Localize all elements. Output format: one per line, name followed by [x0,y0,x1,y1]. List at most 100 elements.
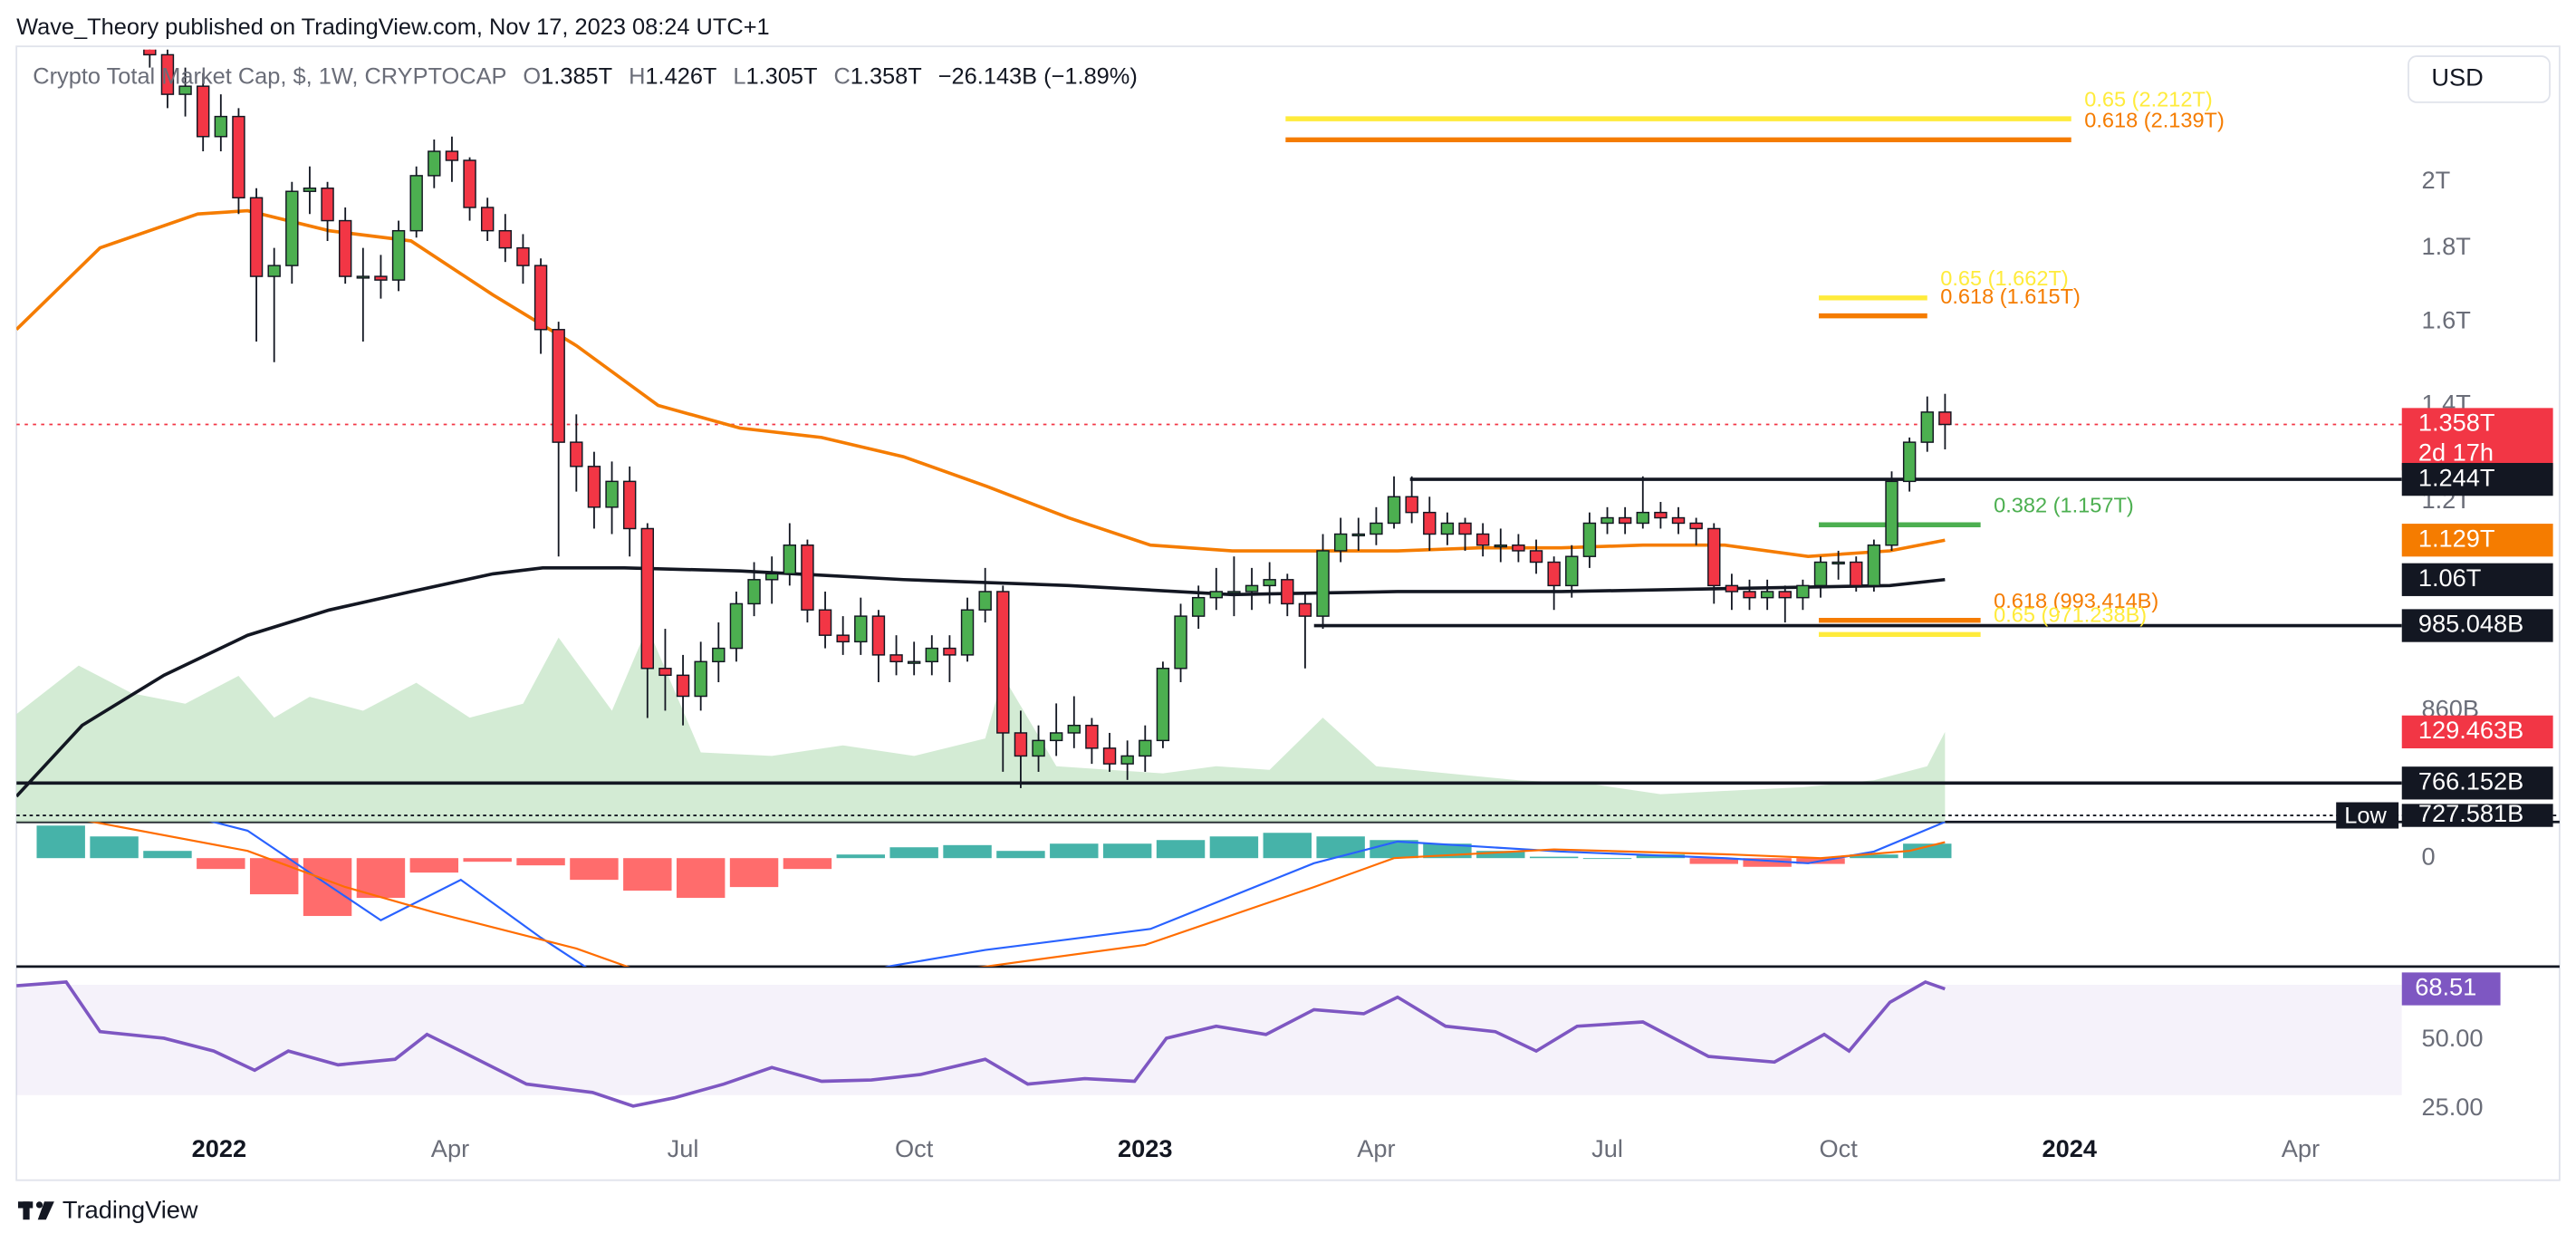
candle-body [996,591,1010,734]
macd-histogram-bar [1850,854,1898,859]
fib-label: 0.618 (2.139T) [2084,109,2225,132]
rsi-tick-label: 25.00 [2422,1093,2484,1121]
macd-histogram-bar [1903,843,1952,859]
macd-histogram-bar [943,844,992,859]
x-tick-label: 2023 [1118,1134,1172,1162]
x-tick-label: Oct [895,1134,934,1162]
low-tag: Low [2344,804,2387,829]
legend: Crypto Total Market Cap, $, 1W, CRYPTOCA… [33,63,1138,89]
candle-body [1867,544,1881,587]
candle-body [214,115,228,138]
candle-body [480,207,495,232]
macd-histogram-bar [1529,856,1579,859]
candle-body [1831,561,1845,565]
macd-histogram-bar [676,858,726,899]
candle-body [356,275,370,279]
x-tick-label: 2022 [192,1134,246,1162]
fib-label: 0.382 (1.157T) [1994,494,2134,517]
x-tick-label: Oct [1819,1134,1858,1162]
candle-body [267,265,281,277]
candle-body [658,668,672,677]
candle-body [570,441,583,467]
candle-body [854,615,868,643]
candle-body [1102,747,1117,765]
price-pane [16,49,2402,823]
rsi-tick-label: 50.00 [2422,1024,2484,1052]
candle-body [1512,544,1525,552]
y-tick-label: 1.6T [2422,305,2471,333]
price-label: 1.129T [2418,524,2495,552]
x-tick-label: Jul [1591,1134,1623,1162]
price-label: 1.358T [2418,409,2495,437]
macd-histogram-bar [783,858,832,870]
currency[interactable]: USD [2431,63,2483,92]
candle-body [463,159,476,208]
macd-histogram-bar [1476,851,1525,859]
candle-body [428,150,441,177]
candle-body [1333,533,1348,552]
symbol-title: Crypto Total Market Cap, $, 1W, CRYPTOCA… [33,63,506,89]
candle-body [143,49,157,56]
candle-body [925,647,938,663]
candle-body [1885,480,1898,546]
legend-value: 1.305T [746,63,818,89]
candle-body [640,527,655,670]
candle-body [498,229,513,249]
currency-button[interactable] [2408,55,2551,103]
candle-body [1494,544,1507,548]
candle-body [1298,602,1312,617]
macd-histogram-bar [143,851,192,859]
change: −26.143B (−1.89%) [938,63,1138,89]
x-tick-label: 2024 [2043,1134,2097,1162]
legend-key: H [629,63,645,89]
candle-body [978,591,992,611]
x-tick-label: Apr [1357,1134,1395,1162]
rsi-label: 68.51 [2415,973,2476,1001]
candle-body [1316,550,1330,617]
macd-histogram-bar [356,858,406,899]
candle-body [1405,496,1418,514]
candle-body [1120,755,1134,765]
price-label: 1.06T [2418,564,2482,592]
price-label-box [2401,462,2553,496]
y-tick-label: 1.8T [2422,232,2471,260]
volume-label-box [2401,715,2553,749]
candle-body [285,190,299,266]
macd-histogram-bar [996,851,1045,859]
rsi-label-box [2401,972,2501,1006]
candle-body [1049,732,1063,742]
candle-body [552,329,565,443]
macd-histogram-bar [623,858,672,891]
low-box [2336,802,2399,829]
rsi-line [16,979,1946,1108]
y-tick-label: 2T [2422,166,2451,194]
rsi-band [16,984,2402,1095]
candle-body [1085,724,1099,749]
macd-signal-line [88,822,1946,967]
macd-histogram-bar [729,858,779,888]
macd-histogram-bar [1370,840,1418,859]
candle-body [533,265,548,331]
macd-histogram-bar [1263,833,1312,859]
macd-histogram-bar [1050,843,1099,859]
candle-body [1227,591,1241,594]
candle-body [694,660,707,698]
frame [15,45,2561,1181]
candle-body [1387,496,1401,525]
macd-histogram-bar [197,858,245,870]
macd-histogram-bar [570,858,619,881]
candle-body [1725,584,1739,593]
candle-body [1440,522,1455,535]
candle-body [871,615,886,656]
macd-histogram-bar [516,858,565,866]
macd-histogram-bar [1689,858,1738,864]
axes: 2022 Apr Jul Oct 2023 Apr Jul Oct 2024 Apr 2T 1.8T 1… [16,87,2560,1162]
candle-body [409,175,423,232]
candle-body [1209,591,1223,599]
candle-body [818,609,832,636]
candle-body [622,480,637,530]
candle-body [232,115,245,199]
candle-body [1139,739,1152,757]
candle-body [729,602,744,650]
